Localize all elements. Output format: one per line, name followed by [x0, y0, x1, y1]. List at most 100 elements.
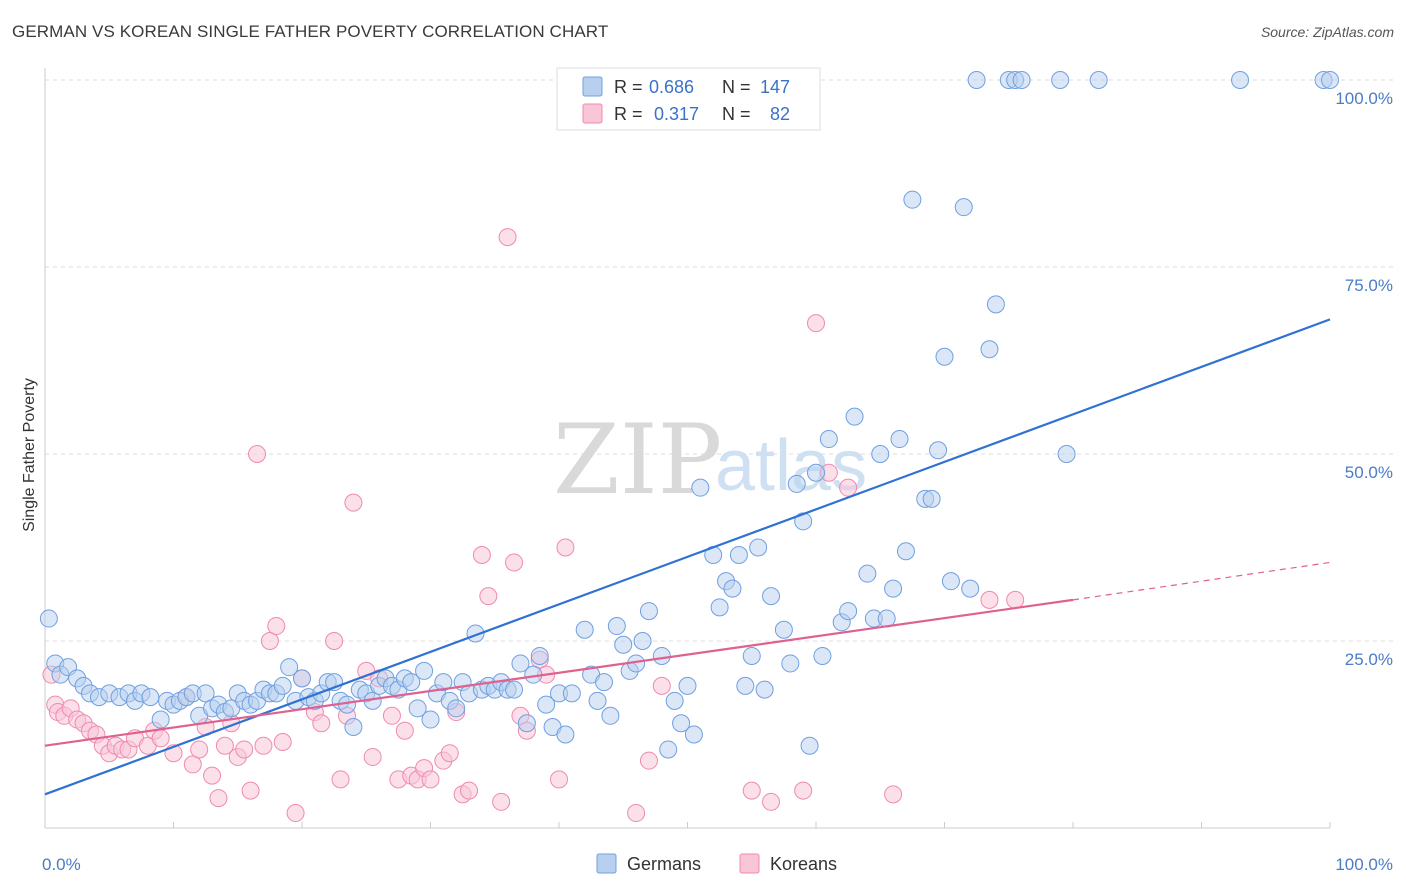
german-point [858, 564, 877, 583]
german-point [344, 718, 363, 737]
korean-point [273, 732, 292, 751]
german-point [871, 445, 890, 463]
german-point [986, 295, 1005, 314]
x-tick-label: 100.0% [1335, 855, 1393, 874]
legend-swatch-koreans [582, 103, 603, 124]
german-point [845, 407, 864, 426]
legend-n-value-germans: 147 [760, 77, 790, 97]
y-tick-label: 100.0% [1335, 89, 1393, 108]
korean-point [550, 770, 568, 789]
korean-point [331, 770, 350, 789]
german-point [736, 676, 755, 695]
legend-n-label-koreans: N = [722, 104, 751, 124]
korean-point [190, 740, 209, 759]
korean-point [652, 676, 671, 695]
german-point [505, 680, 524, 699]
german-point [415, 661, 434, 680]
korean-point [183, 755, 202, 774]
korean-point [421, 770, 440, 789]
german-point [787, 474, 806, 493]
koreans-series [42, 228, 1025, 823]
watermark-zip: ZIP [553, 404, 722, 516]
german-point [819, 430, 838, 449]
german-point [517, 714, 536, 733]
legend-r-value-germans: 0.686 [649, 77, 694, 97]
korean-point [215, 736, 234, 755]
german-point [839, 602, 858, 621]
german-point [1089, 71, 1108, 89]
german-point [813, 646, 832, 665]
german-point [684, 725, 703, 744]
korean-point [248, 445, 267, 463]
german-point [402, 673, 421, 692]
koreans-trend-line [44, 598, 1074, 747]
german-point [807, 463, 825, 482]
korean-point [344, 493, 363, 512]
german-point [659, 740, 678, 759]
german-point [594, 673, 613, 692]
german-point [672, 714, 691, 733]
korean-point [209, 789, 228, 808]
y-tick-label: 25.0% [1345, 650, 1393, 669]
korean-point [1006, 590, 1025, 609]
german-point [903, 190, 922, 209]
y-tick-label: 75.0% [1345, 276, 1393, 295]
legend-r-label-koreans: R = [614, 104, 643, 124]
german-point [691, 478, 710, 497]
chart-title: GERMAN VS KOREAN SINGLE FATHER POVERTY C… [12, 22, 609, 41]
korean-point [794, 781, 813, 800]
german-point [941, 572, 960, 591]
korean-point [498, 228, 517, 247]
german-point [1231, 71, 1250, 89]
german-point [280, 658, 299, 677]
german-point [141, 688, 160, 707]
german-point [935, 347, 954, 366]
korean-point [980, 590, 999, 609]
korean-point [254, 736, 273, 755]
bottom-legend-swatch-koreans [739, 853, 760, 874]
korean-point [203, 766, 222, 785]
watermark: ZIP atlas [553, 404, 867, 516]
x-tick-label: 0.0% [42, 855, 81, 874]
korean-point [260, 632, 279, 650]
korean-point [235, 740, 254, 759]
x-axis-ticks [173, 822, 1331, 828]
german-point [800, 736, 819, 755]
korean-point [492, 792, 511, 811]
german-point [710, 598, 729, 617]
korean-point [479, 587, 498, 606]
korean-point [312, 714, 331, 733]
korean-point [363, 747, 382, 766]
koreans-trend-extension [1072, 561, 1331, 601]
german-point [749, 538, 768, 557]
legend-n-value-koreans: 82 [770, 104, 790, 124]
korean-point [762, 792, 781, 811]
german-point [742, 646, 761, 665]
korean-point [884, 785, 903, 804]
german-point [607, 617, 626, 636]
german-point [588, 691, 607, 710]
german-point [614, 635, 633, 654]
korean-point [472, 545, 491, 564]
korean-point [807, 314, 825, 333]
korean-point [440, 744, 459, 763]
german-point [890, 430, 909, 449]
korean-point [505, 553, 524, 572]
german-point [774, 620, 793, 639]
y-tick-label: 50.0% [1345, 463, 1393, 482]
german-point [723, 579, 742, 598]
correlation-legend: R = 0.686 N = 147 R = 0.317 N = 82 [556, 67, 821, 131]
korean-point [460, 781, 479, 800]
german-point [954, 198, 973, 217]
korean-point [241, 781, 260, 800]
german-point [980, 340, 999, 359]
y-axis-label: Single Father Poverty [21, 378, 38, 532]
bottom-legend-koreans: Koreans [770, 854, 837, 874]
bottom-legend-swatch-germans [596, 853, 617, 874]
korean-point [267, 617, 286, 636]
x-tick-labels: 0.0% 100.0% [42, 855, 1393, 874]
germans-series [39, 71, 1339, 759]
legend-n-label-germans: N = [722, 77, 751, 97]
german-point [562, 684, 581, 703]
korean-point [286, 804, 305, 823]
